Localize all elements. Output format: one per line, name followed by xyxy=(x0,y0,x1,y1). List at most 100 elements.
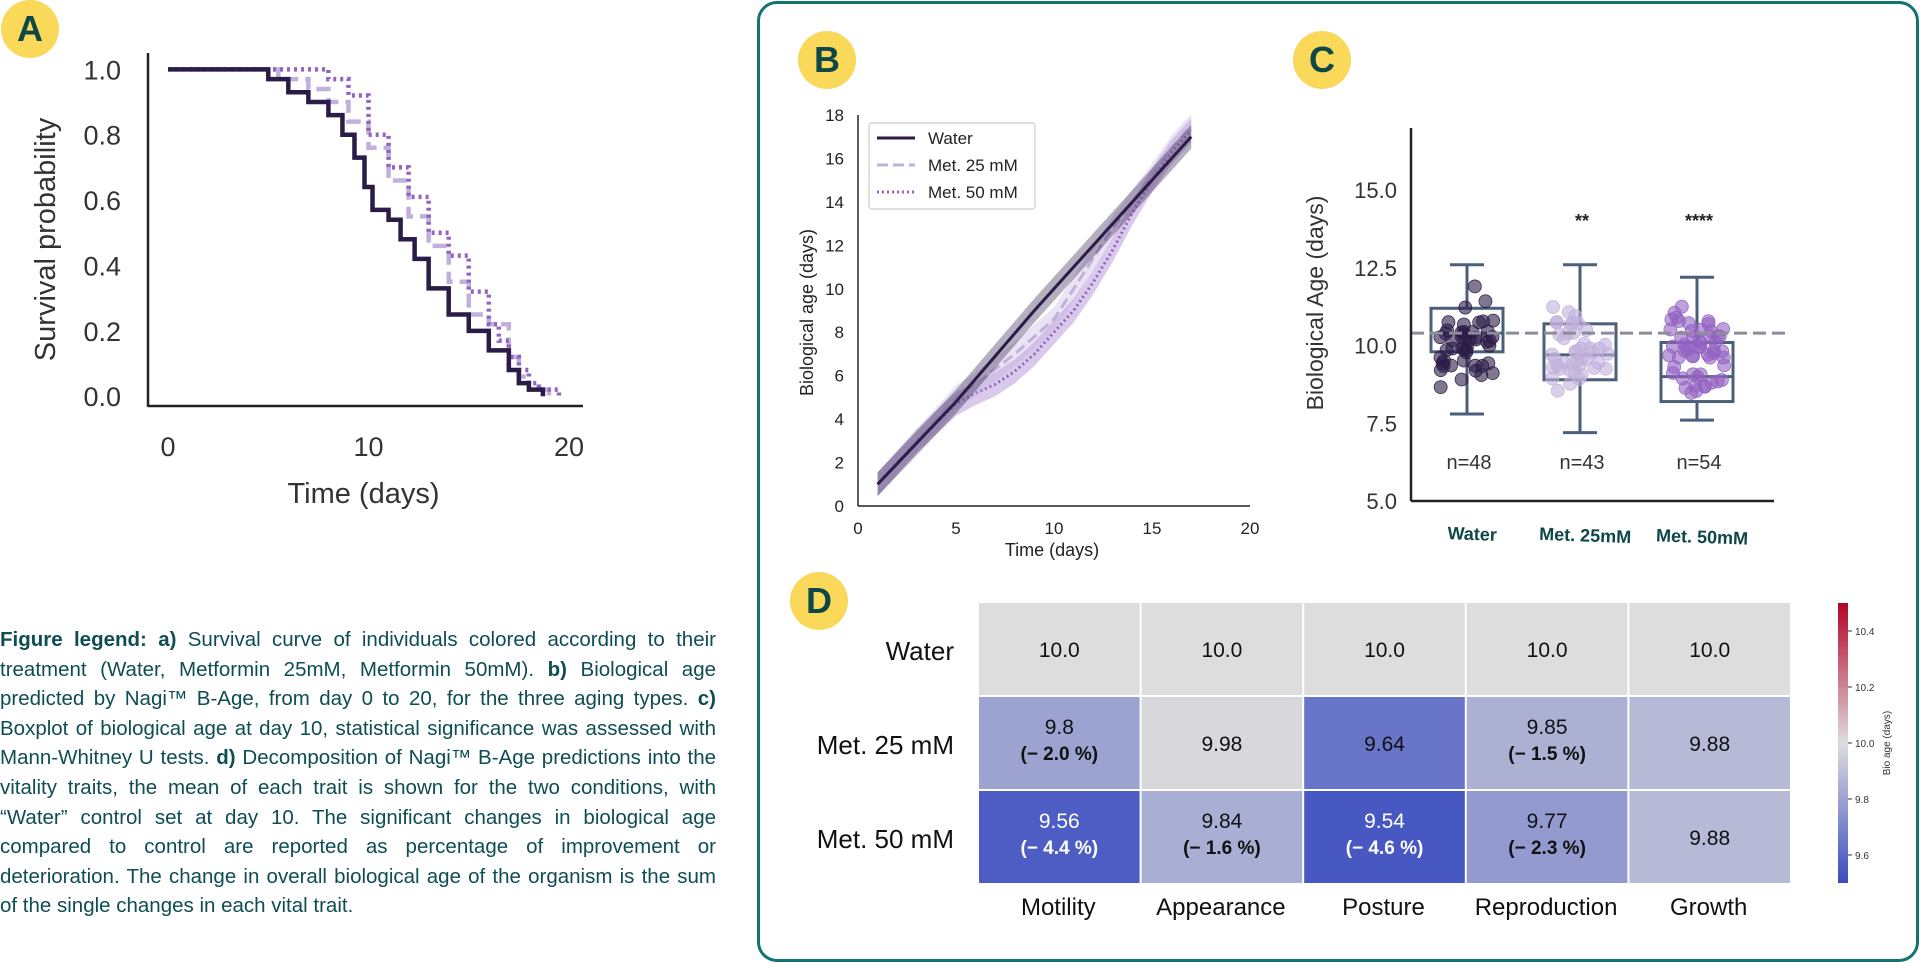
data-point-met25 xyxy=(1552,327,1567,342)
sample-size-water: n=48 xyxy=(1446,452,1491,474)
heatmap-cell-value: 10.0 xyxy=(1201,639,1242,662)
x-axis-label: Time (days) xyxy=(288,478,440,510)
y-tick-label: 4 xyxy=(835,410,844,429)
x-tick-label: 20 xyxy=(1241,519,1260,538)
legend-a-label: a) xyxy=(158,628,177,651)
data-point-water xyxy=(1482,338,1497,353)
y-tick-label: 0.8 xyxy=(83,121,121,151)
panels-bcd-frame xyxy=(757,1,1919,962)
heatmap-cell-value: 9.56 xyxy=(1039,810,1080,833)
y-axis-label: Survival probability xyxy=(30,117,62,361)
heatmap-cell xyxy=(979,603,1140,695)
panel-b-badge: B xyxy=(798,31,856,89)
y-tick-label: 7.5 xyxy=(1366,411,1397,436)
y-tick-label: 10 xyxy=(825,280,844,299)
data-point-water xyxy=(1433,350,1448,365)
heatmap-cell xyxy=(1629,791,1790,883)
heatmap-cell-value: 9.88 xyxy=(1689,733,1730,756)
heatmap-cell xyxy=(1304,697,1465,789)
y-tick-label: 12.5 xyxy=(1354,256,1397,281)
significance-met25: ** xyxy=(1575,211,1589,231)
y-tick-label: 8 xyxy=(835,323,844,342)
data-point-water xyxy=(1433,380,1448,395)
x-axis-label: Time (days) xyxy=(1005,540,1099,560)
colorbar xyxy=(1838,603,1848,883)
y-tick-label: 0 xyxy=(835,497,844,516)
data-point-met50 xyxy=(1677,343,1692,358)
y-tick-label: 18 xyxy=(825,106,844,125)
legend-label-water: Water xyxy=(928,129,973,148)
legend-b-text: Biological age predicted by Nagi™ B-Age,… xyxy=(0,657,717,711)
heatmap-cell xyxy=(979,791,1140,883)
x-tick-label: 10 xyxy=(1045,519,1064,538)
data-point-water xyxy=(1478,294,1493,309)
heatmap-cell-value: 10.0 xyxy=(1364,639,1405,662)
bio-age-line-water xyxy=(876,135,1193,486)
data-point-met25 xyxy=(1549,315,1564,330)
sample-size-met50: n=54 xyxy=(1676,452,1721,474)
category-label-met25: Met. 25mM xyxy=(1539,524,1632,547)
data-point-met25 xyxy=(1550,383,1565,398)
data-point-met25 xyxy=(1568,309,1583,323)
y-tick-label: 10.0 xyxy=(1354,334,1397,359)
heatmap-row-label: Met. 50 mM xyxy=(817,824,954,854)
x-tick-label: 15 xyxy=(1143,519,1162,538)
heatmap-cell xyxy=(979,697,1140,789)
legend-a-text: Survival curve of individuals colored ac… xyxy=(0,628,716,681)
survival-line-water xyxy=(168,67,546,397)
heatmap-cell-value: 10.0 xyxy=(1689,639,1730,662)
data-point-met50 xyxy=(1703,350,1717,365)
data-point-met25 xyxy=(1563,376,1578,391)
data-point-met50 xyxy=(1672,314,1686,328)
category-label-water: Water xyxy=(1447,523,1497,545)
data-point-met25 xyxy=(1587,361,1602,375)
heatmap-cell-value: 9.84 xyxy=(1201,810,1242,833)
sample-size-met25: n=43 xyxy=(1559,452,1604,474)
survival-line-met25 xyxy=(168,67,552,397)
colorbar-tick-label: 10.2 xyxy=(1855,683,1875,694)
y-tick-label: 6 xyxy=(835,367,844,386)
heatmap-cell xyxy=(1141,603,1303,695)
y-axis-label: Biological Age (days) xyxy=(1302,196,1328,411)
heatmap-cell xyxy=(1304,603,1465,695)
heatmap-column-label: Motility xyxy=(1021,894,1096,921)
y-tick-label: 0.6 xyxy=(83,186,121,216)
heatmap-cell-change: (− 1.5 %) xyxy=(1508,744,1586,765)
heatmap-cell-value: 9.85 xyxy=(1527,716,1568,739)
heatmap-cell xyxy=(1466,603,1628,695)
legend-label-met50: Met. 50 mM xyxy=(928,183,1018,202)
heatmap-cell xyxy=(1629,697,1790,789)
heatmap-cell-value: 9.64 xyxy=(1364,733,1405,756)
heatmap-cell xyxy=(1141,697,1303,789)
heatmap-cell xyxy=(1466,697,1628,789)
biological-age-chart: 0 5 10 15 20 0 2 4 6 8 10 12 14 16 18 Time (days) Biolog… xyxy=(797,106,1260,560)
data-point-water xyxy=(1433,363,1448,378)
data-point-met25 xyxy=(1592,341,1606,356)
heatmap-cell xyxy=(1141,791,1303,883)
data-point-met25 xyxy=(1570,354,1584,369)
data-point-water xyxy=(1441,315,1456,330)
figure-legend: Figure legend: a) Survival curve of indi… xyxy=(0,625,716,921)
legend-b-label: b) xyxy=(547,657,567,681)
chart-legend-box xyxy=(868,122,1036,210)
data-point-met25 xyxy=(1598,361,1613,376)
data-point-water xyxy=(1468,363,1483,378)
y-tick-label: 2 xyxy=(835,454,844,473)
heatmap-cell-value: 9.98 xyxy=(1201,733,1242,756)
heatmap-column-label: Appearance xyxy=(1156,894,1285,921)
data-point-met25 xyxy=(1546,300,1560,314)
data-point-met50 xyxy=(1666,366,1680,380)
data-point-water xyxy=(1454,372,1469,387)
data-point-water xyxy=(1459,343,1474,358)
category-label-met50: Met. 50mM xyxy=(1656,525,1749,548)
heatmap-cell-value: 10.0 xyxy=(1039,639,1080,662)
colorbar-tick-label: 10.0 xyxy=(1855,739,1875,750)
boxplot-chart: n=48 Water n=43 ** Met. 25mM n=54 **** Met. 50m… xyxy=(1302,128,1790,549)
heatmap-row-label: Met. 25 mM xyxy=(817,730,954,760)
colorbar-label: Bio age (days) xyxy=(1882,711,1893,775)
survival-chart: 0 10 20 0.0 0.2 0.4 0.6 0.8 1.0 Time (days) Surviv… xyxy=(30,53,584,510)
heatmap-row-label: Water xyxy=(886,636,955,666)
data-point-met50 xyxy=(1692,340,1706,355)
heatmap-column-label: Reproduction xyxy=(1475,894,1618,921)
heatmap-cell-value: 10.0 xyxy=(1527,639,1568,662)
